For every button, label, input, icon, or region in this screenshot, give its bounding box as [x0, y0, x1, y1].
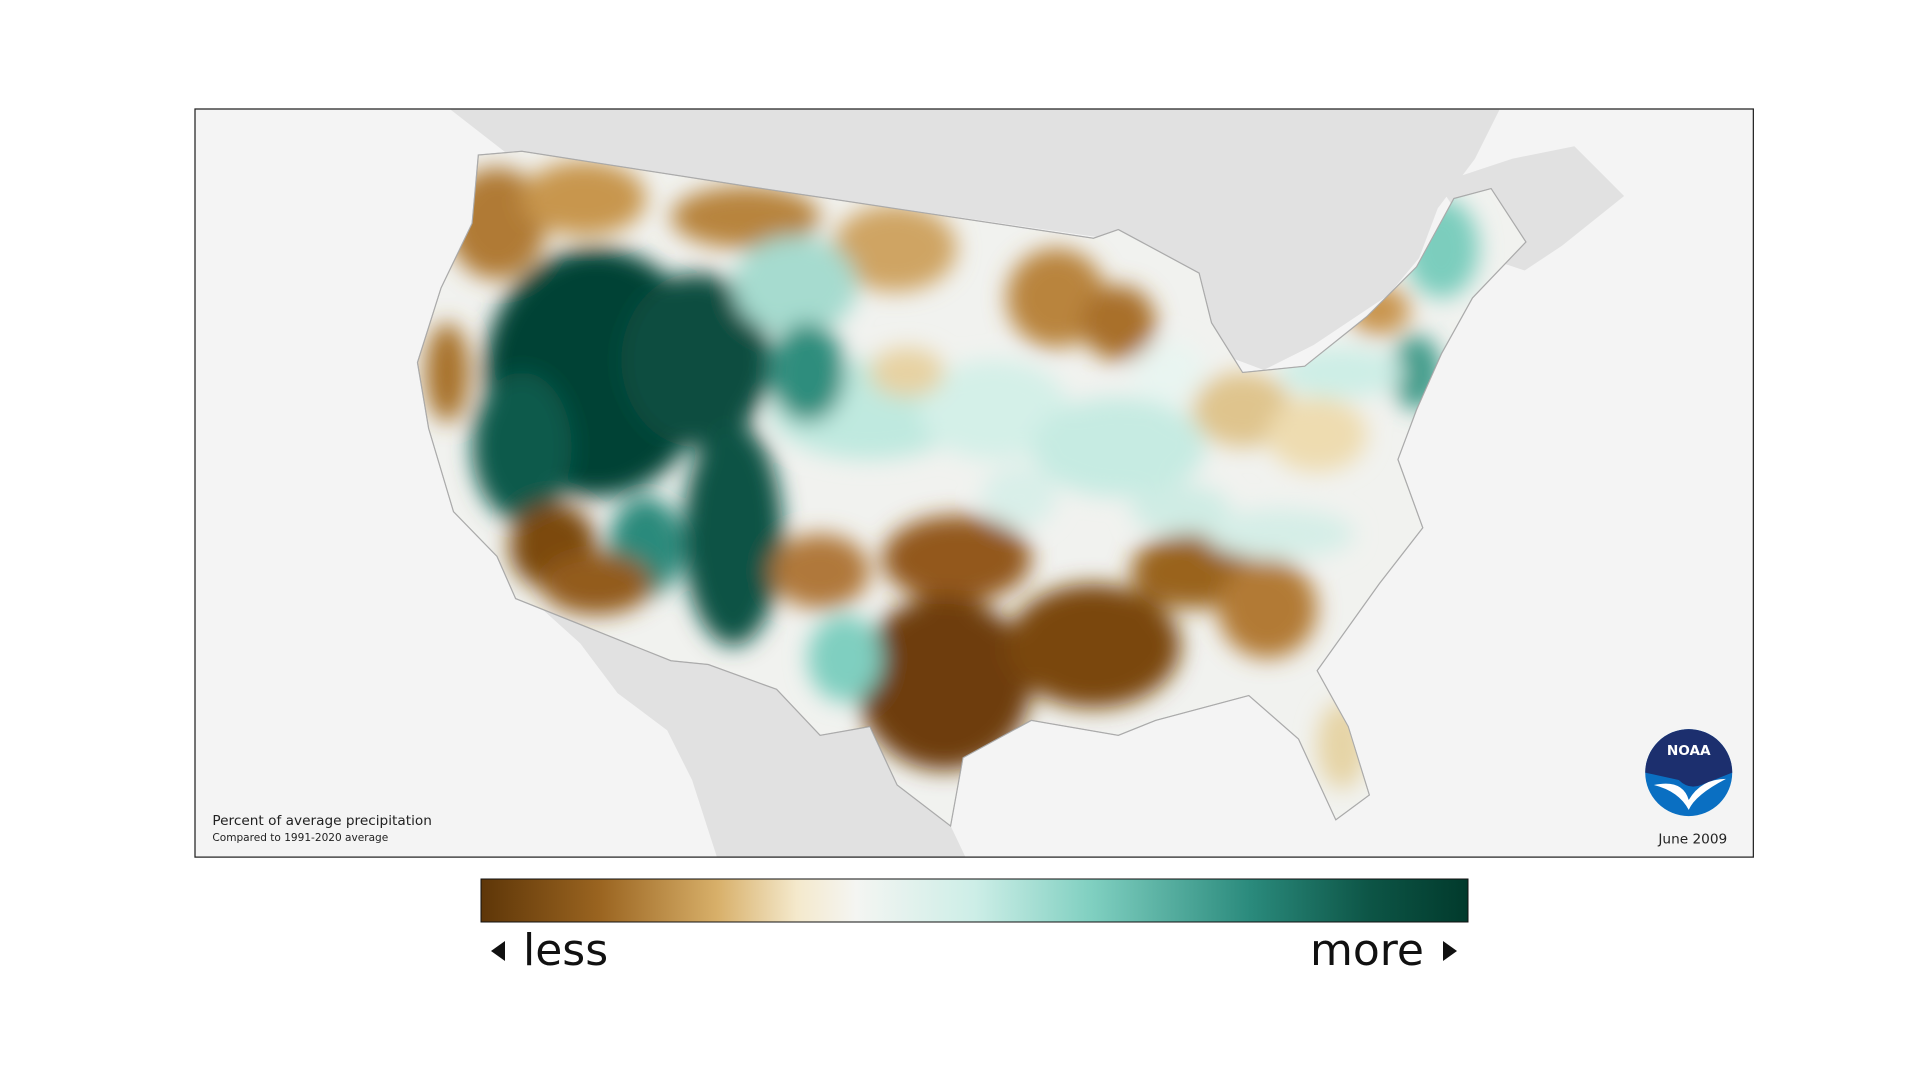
logo-top: [1645, 729, 1733, 787]
more-label: more: [1310, 925, 1424, 976]
logo-text: NOAA: [1667, 743, 1711, 759]
precip-blob: [1217, 558, 1318, 659]
precip-blob: [919, 360, 1069, 460]
more-arrow: [1443, 941, 1457, 961]
precip-blob: [807, 614, 883, 702]
less-label: less: [523, 925, 608, 976]
precip-blob: [733, 235, 858, 336]
precip-blob: [981, 465, 1057, 528]
precip-blob: [472, 372, 572, 522]
legend-subtitle: Compared to 1991-2020 average: [212, 832, 388, 844]
precip-blob: [882, 515, 1032, 603]
precip-blob: [770, 322, 845, 423]
map-panel: Percent of average precipitation Compare…: [194, 108, 1754, 858]
precip-blob: [1205, 509, 1355, 559]
precip-blob: [670, 186, 821, 249]
canada: [449, 109, 1500, 370]
precip-blob: [424, 322, 470, 423]
precip-blob: [1192, 372, 1293, 448]
precip-blob: [521, 161, 647, 236]
precip-blob: [869, 347, 945, 398]
precip-blob: [1267, 397, 1367, 472]
less-arrow: [491, 941, 505, 961]
date-label: June 2009: [1657, 831, 1727, 847]
precip-blob: [683, 422, 783, 646]
precip-blob: [1006, 583, 1181, 708]
map-frame: [194, 108, 1754, 858]
precip-blob: [770, 534, 870, 609]
precip-blob: [857, 596, 1032, 771]
legend-title: Percent of average precipitation: [212, 813, 432, 829]
precip-blob: [1031, 397, 1206, 497]
precip-blob: [1130, 484, 1231, 535]
precip-blob: [1081, 285, 1156, 361]
precip-blob: [621, 273, 771, 448]
precip-field: [424, 161, 1479, 789]
map-area: Percent of average precipitation Compare…: [195, 109, 1754, 858]
logo-bird: [1653, 778, 1727, 810]
us-border: [416, 150, 1527, 827]
precip-blob: [1006, 248, 1106, 348]
precip-blob: [832, 204, 957, 292]
noaa-logo: NOAA: [1645, 729, 1733, 817]
color-scale: [480, 878, 1469, 923]
precip-blob: [1130, 341, 1206, 404]
precip-blob: [540, 552, 653, 615]
us-group: [416, 150, 1527, 828]
mexico: [518, 587, 966, 858]
